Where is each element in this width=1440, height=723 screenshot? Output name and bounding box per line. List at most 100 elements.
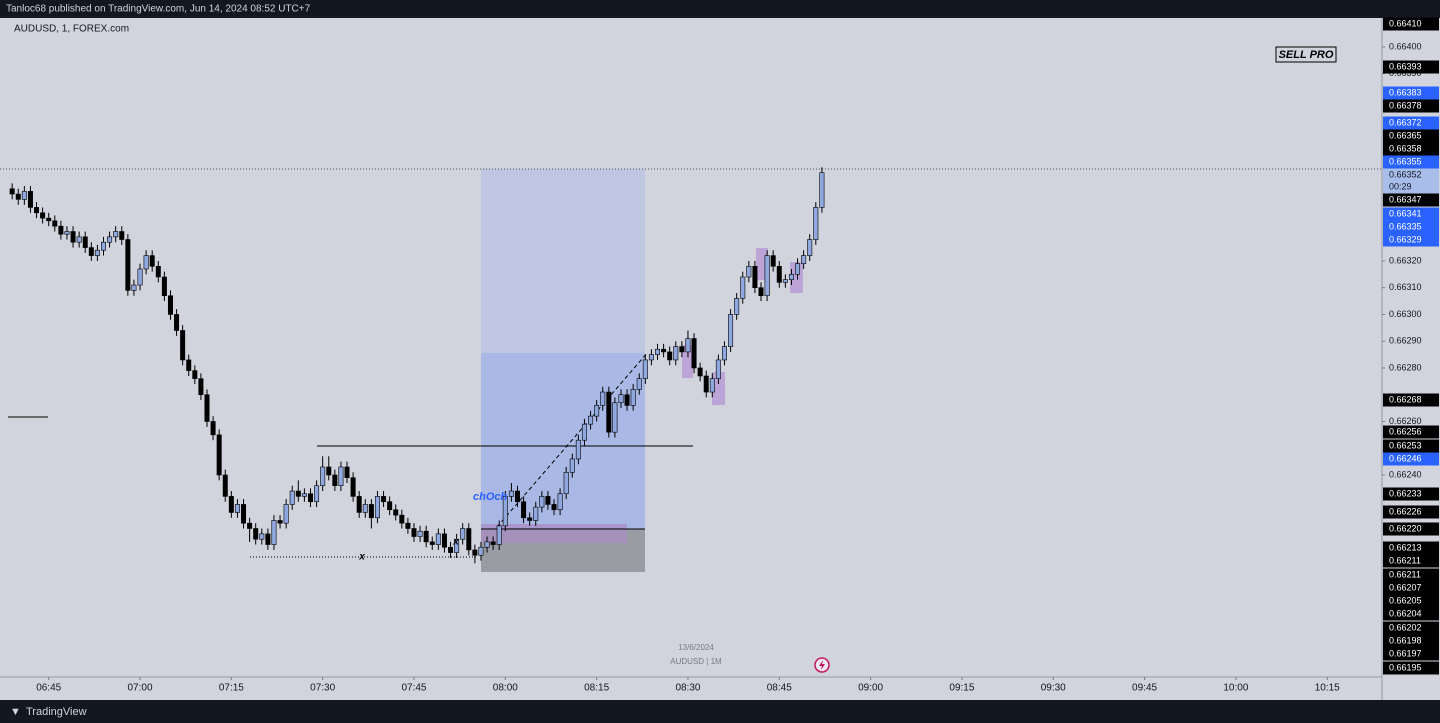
candle-body — [612, 402, 618, 433]
candle-body — [557, 493, 563, 511]
candle-body — [545, 496, 551, 505]
candle-body — [34, 207, 40, 214]
candle-body — [362, 504, 368, 513]
y-tick-label: 0.66280 — [1389, 362, 1422, 372]
symbol-info: AUDUSD, 1, FOREX.com — [14, 24, 129, 35]
candle-body — [70, 231, 76, 243]
price-tag-label: 0.66226 — [1389, 506, 1422, 516]
y-tick-label: 0.66320 — [1389, 255, 1422, 265]
candle-body — [721, 346, 727, 361]
candle-body — [46, 217, 52, 222]
price-tag-label: 0.66365 — [1389, 130, 1422, 140]
candle-body — [405, 522, 411, 529]
candle-body — [15, 193, 21, 200]
candle-body — [533, 506, 539, 521]
x-tick-label: 08:15 — [584, 683, 609, 694]
price-tag-label: 0.66372 — [1389, 117, 1422, 127]
candle-body — [271, 520, 277, 545]
candle-body — [776, 265, 782, 283]
candle-body — [161, 276, 167, 297]
x-tick-label: 07:30 — [310, 683, 335, 694]
candle-body — [618, 394, 624, 404]
candle-body — [216, 434, 222, 476]
watermark-date: 13/6/2024 — [678, 643, 714, 652]
candle-body — [508, 490, 514, 497]
candle-body — [788, 274, 794, 280]
candle-body — [155, 265, 161, 278]
candle-body — [673, 346, 679, 361]
candle-body — [801, 255, 807, 264]
candle-body — [429, 541, 435, 545]
signal-label: SELL PRO — [1279, 49, 1334, 61]
candle-body — [581, 423, 587, 441]
candle-body — [679, 346, 685, 353]
x-tick-label: 09:45 — [1132, 683, 1157, 694]
candle-body — [460, 528, 466, 540]
price-tag — [1383, 17, 1439, 31]
price-tag — [1383, 487, 1439, 501]
x-tick-label: 06:45 — [36, 683, 61, 694]
candle-body — [131, 284, 137, 291]
candle-body — [588, 415, 594, 425]
price-tag-label: 0.66211 — [1389, 555, 1421, 565]
x-tick-label: 08:00 — [493, 683, 518, 694]
candle-body — [58, 225, 64, 235]
price-tag — [1383, 554, 1439, 568]
watermark-symbol: AUDUSD | 1M — [670, 657, 722, 666]
candle-body — [198, 378, 204, 396]
price-tag-label: 0.66246 — [1389, 453, 1422, 463]
candle-body — [234, 504, 240, 513]
price-tag — [1383, 116, 1439, 130]
candle-body — [715, 359, 721, 379]
candle-body — [752, 265, 758, 289]
price-tag-label: 0.66393 — [1389, 61, 1422, 71]
price-tag-label: 0.66198 — [1389, 635, 1422, 645]
price-tag-label: 0.66256 — [1389, 426, 1422, 436]
price-tag — [1383, 393, 1439, 407]
candle-body — [393, 509, 399, 516]
candle-body — [283, 504, 289, 524]
candles — [9, 167, 825, 564]
footer-logo: ▼ — [10, 706, 21, 718]
candle-body — [490, 541, 496, 545]
price-tag — [1383, 581, 1439, 595]
time-axis — [0, 677, 1382, 700]
candle-body — [423, 530, 429, 543]
highlight-box — [712, 372, 725, 405]
candle-body — [514, 490, 520, 503]
sweep-label: x — [452, 537, 459, 548]
y-tick-label: 0.66310 — [1389, 282, 1422, 292]
x-tick-label: 07:15 — [219, 683, 244, 694]
highlight-box — [682, 345, 693, 378]
candle-body — [484, 541, 490, 548]
candle-body — [27, 191, 33, 208]
candle-body — [411, 528, 417, 537]
footer-brand: TradingView — [26, 706, 87, 718]
candle-body — [295, 490, 301, 497]
price-tag — [1383, 193, 1439, 207]
candle-body — [100, 241, 106, 251]
candle-body — [210, 421, 216, 436]
candle-body — [667, 351, 673, 361]
candle-body — [259, 533, 265, 540]
candle-body — [76, 236, 82, 243]
price-tag-label: 0.66205 — [1389, 595, 1422, 605]
candle-body — [746, 265, 752, 278]
candle-body — [642, 359, 648, 379]
price-tag-label: 0.66204 — [1389, 608, 1422, 618]
candle-body — [441, 533, 447, 548]
price-tag — [1383, 505, 1439, 519]
price-tag-label: 0.66352 — [1389, 169, 1422, 179]
candle-body — [247, 522, 253, 529]
candle-body — [734, 298, 740, 315]
price-tag-label: 0.66410 — [1389, 18, 1422, 28]
candle-body — [496, 525, 502, 545]
price-tag-label: 0.66233 — [1389, 488, 1422, 498]
price-tag — [1383, 634, 1439, 648]
price-tag — [1383, 155, 1439, 169]
y-tick-label: 0.66300 — [1389, 309, 1422, 319]
price-tag — [1383, 207, 1439, 221]
x-tick-label: 07:45 — [401, 683, 426, 694]
candle-body — [113, 231, 119, 238]
x-tick-label: 09:30 — [1041, 683, 1066, 694]
